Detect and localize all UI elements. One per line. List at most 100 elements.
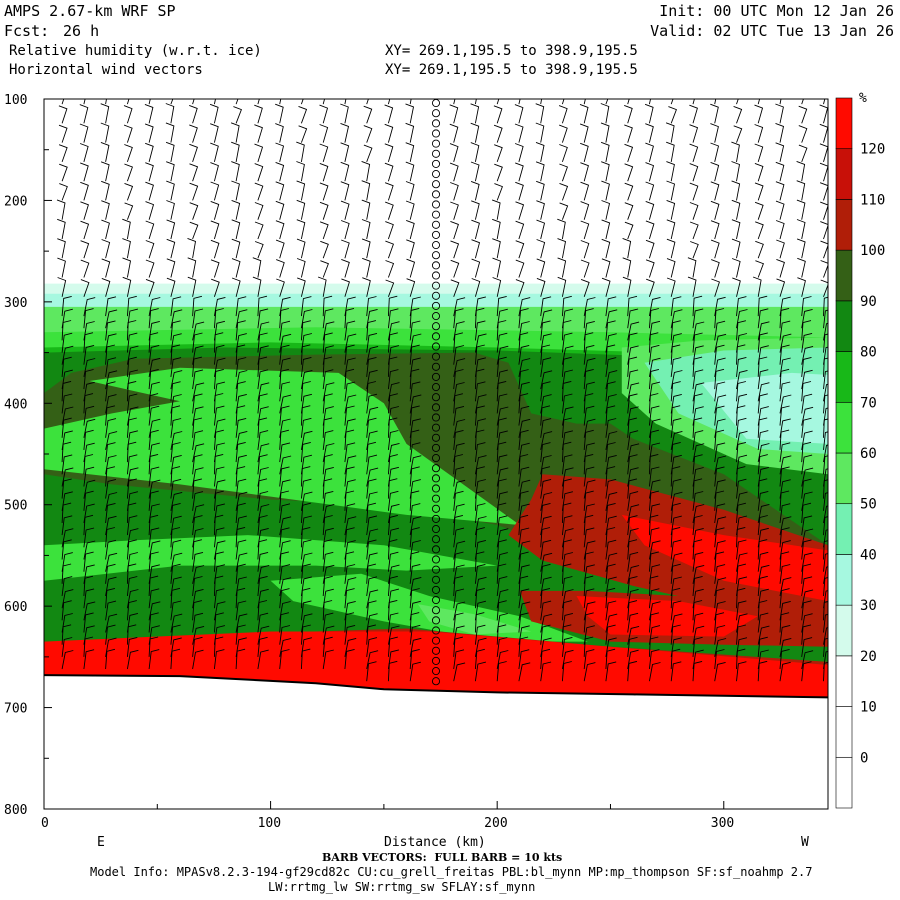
wind-barb (627, 295, 638, 317)
wind-barb (145, 162, 154, 182)
wind-barb (105, 320, 116, 341)
wind-barb (409, 588, 420, 609)
wind-barb (61, 650, 74, 670)
wind-barb (733, 105, 743, 124)
wind-barb (601, 200, 611, 220)
wind-barb (801, 478, 812, 499)
wind-barb (496, 380, 507, 402)
wind-barb (796, 219, 806, 240)
calm-wind-circle (431, 271, 441, 280)
wind-barb (189, 104, 198, 124)
wind-barb (714, 516, 727, 536)
wind-barb (779, 405, 790, 426)
wind-barb (192, 356, 203, 377)
wind-barb (170, 613, 183, 633)
wind-barb (474, 612, 485, 633)
calm-wind-circle (431, 251, 441, 260)
wind-barb (192, 295, 203, 317)
wind-barb (300, 624, 311, 645)
wind-barb (710, 200, 720, 220)
wind-barb (254, 202, 264, 220)
wind-barb (235, 441, 246, 463)
calm-wind-circle (431, 585, 441, 594)
wind-barb (820, 260, 828, 278)
wind-barb (192, 417, 203, 438)
wind-barb (192, 369, 204, 390)
wind-barb (627, 369, 639, 390)
wind-barb (126, 441, 137, 463)
calm-wind-circle (431, 301, 441, 310)
wind-barb (536, 180, 545, 201)
wind-barb (366, 478, 377, 499)
wind-barb (189, 143, 198, 163)
wind-barb (105, 539, 117, 560)
wind-barb (736, 417, 747, 438)
wind-barb (145, 142, 154, 163)
wind-barb (126, 380, 137, 402)
wind-barb (775, 181, 785, 201)
wind-barb (648, 636, 659, 657)
wind-barb (801, 406, 814, 426)
wind-barb (605, 405, 616, 426)
wind-barb (605, 563, 616, 584)
wind-barb (692, 321, 705, 341)
wind-barb (540, 539, 552, 560)
wind-barb (300, 587, 311, 609)
y-tick-label: 500 (4, 499, 27, 514)
wind-barb (450, 182, 459, 201)
wind-barb (61, 515, 73, 536)
wind-barb (496, 320, 507, 341)
wind-barb (254, 163, 264, 182)
wind-barb (757, 490, 769, 511)
rh-fill-layer (44, 283, 828, 809)
wind-barb (235, 491, 248, 511)
wind-barb (405, 103, 415, 124)
wind-barb (170, 587, 181, 609)
wind-barb (83, 551, 94, 572)
wind-barb (405, 122, 415, 143)
wind-barb (322, 295, 333, 317)
wind-barb (819, 143, 828, 163)
wind-barb (710, 220, 720, 240)
wind-barb (275, 123, 284, 143)
wind-barb (648, 344, 660, 365)
wind-barb (366, 528, 379, 548)
wind-barb (583, 429, 594, 450)
wind-barb (366, 332, 378, 353)
wind-barb (319, 104, 329, 124)
colorbar-label: 50 (860, 497, 877, 513)
wind-barb (736, 356, 747, 377)
calm-wind-circle (431, 281, 441, 290)
wind-barb (57, 257, 66, 278)
wind-barb (605, 466, 616, 487)
wind-barb (105, 492, 118, 511)
wind-barb (670, 417, 682, 438)
wind-barb (105, 296, 117, 317)
wind-barb (83, 344, 95, 365)
wind-barb (166, 277, 176, 297)
wind-barb (340, 142, 350, 163)
calm-wind-circle (431, 291, 441, 300)
wind-barb (322, 393, 333, 414)
wind-barb (624, 163, 634, 182)
wind-barb (276, 259, 285, 278)
wind-barb (714, 368, 725, 390)
wind-barb (344, 394, 357, 414)
wind-barb (257, 321, 270, 341)
wind-barb (627, 515, 638, 536)
wind-barb (61, 528, 74, 548)
wind-barb (126, 649, 139, 670)
wind-barb (79, 123, 89, 143)
wind-barb (580, 240, 590, 259)
wind-barb (752, 276, 762, 297)
wind-barb (145, 240, 155, 259)
wind-barb (170, 442, 181, 463)
wind-barb (535, 141, 545, 162)
wind-barb (823, 99, 826, 105)
wind-barb (230, 122, 240, 143)
wind-barb (692, 600, 703, 621)
wind-barb (561, 600, 572, 621)
wind-barb (518, 358, 531, 377)
wind-barb (736, 539, 747, 560)
wind-barb (362, 277, 371, 297)
